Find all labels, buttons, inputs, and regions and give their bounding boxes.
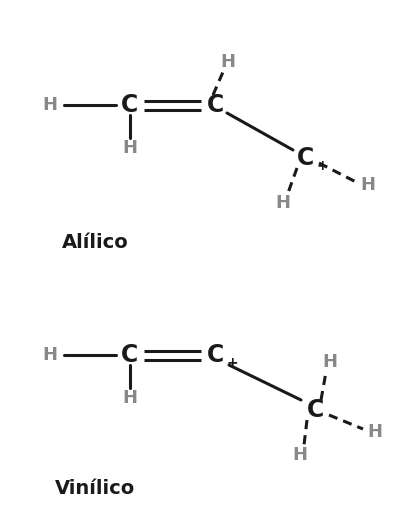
Text: +: + [317, 159, 328, 173]
Text: H: H [368, 423, 383, 441]
Text: H: H [361, 176, 376, 194]
Text: C: C [296, 146, 314, 170]
Text: +: + [227, 356, 239, 370]
Text: C: C [121, 343, 139, 367]
Text: H: H [322, 353, 337, 371]
Text: C: C [306, 398, 324, 422]
Text: H: H [123, 389, 138, 407]
Text: C: C [121, 93, 139, 117]
Text: C: C [206, 93, 223, 117]
Text: H: H [42, 96, 57, 114]
Text: H: H [123, 139, 138, 157]
Text: Vinílico: Vinílico [55, 479, 135, 497]
Text: H: H [293, 446, 308, 464]
Text: H: H [276, 194, 291, 212]
Text: C: C [206, 343, 223, 367]
Text: H: H [221, 53, 236, 71]
Text: Alílico: Alílico [61, 232, 128, 251]
Text: H: H [42, 346, 57, 364]
